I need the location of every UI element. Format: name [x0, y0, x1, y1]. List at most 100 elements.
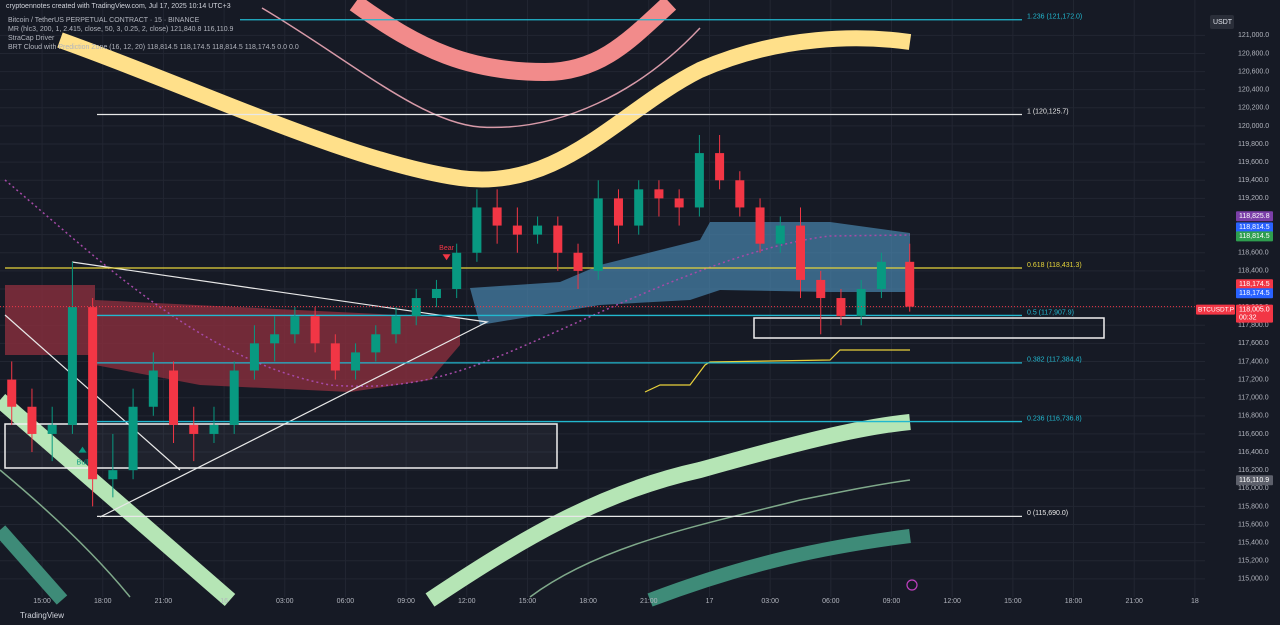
candle-body — [249, 343, 259, 371]
alert-icon — [906, 579, 918, 591]
candle-body — [654, 189, 664, 199]
price-badge-label: 118,005.0 — [1239, 306, 1270, 313]
candle-body — [371, 334, 381, 353]
candle-body — [452, 252, 462, 289]
candle-body — [816, 279, 826, 299]
price-badge-label: 118,825.8 — [1239, 213, 1270, 220]
legend-line: StraCap Driver — [8, 35, 55, 42]
candle-body — [553, 225, 563, 253]
price-badge — [1236, 279, 1273, 290]
y-tick-label: 117,200.0 — [1238, 376, 1269, 383]
y-tick-label: 116,200.0 — [1238, 467, 1269, 474]
x-tick-label: 21:00 — [1125, 598, 1143, 605]
fib-label: 0.236 (116,736.8) — [1027, 415, 1082, 422]
candle-body — [856, 288, 866, 317]
fib-label: 0.5 (117,907.9) — [1027, 309, 1074, 316]
candle-body — [411, 298, 421, 317]
upper-band-yellow — [57, 30, 912, 188]
x-tick-label: 03:00 — [761, 598, 779, 605]
axes: 115,000.0 115,200.0 115,400.0 115,600.0 115,… — [33, 32, 1273, 605]
legend-line: MR (hlc3, 200, 1, 2.415, close, 50, 3, 0… — [8, 26, 234, 33]
legend-line: Bitcoin / TetherUS PERPETUAL CONTRACT · … — [8, 17, 200, 24]
upper-band-pink — [349, 0, 677, 82]
header: cryptoennotes created with TradingView.c… — [6, 3, 231, 10]
y-tick-label: 120,400.0 — [1238, 87, 1269, 94]
candle-body — [573, 252, 583, 271]
y-tick-label: 119,600.0 — [1238, 159, 1269, 166]
y-tick-label: 115,400.0 — [1238, 539, 1269, 546]
footer: TradingView — [20, 611, 64, 620]
candle-body — [209, 424, 219, 434]
candle-body — [108, 470, 118, 480]
x-tick-label: 12:00 — [458, 598, 476, 605]
y-tick-label: 117,800.0 — [1238, 322, 1269, 329]
price-badge — [1236, 288, 1273, 299]
price-badge-label: 118,174.5 — [1239, 290, 1270, 297]
candle-body — [694, 153, 704, 208]
candle-body — [351, 352, 361, 371]
price-badge-label: 118,174.5 — [1239, 281, 1270, 288]
y-tick-label: 119,800.0 — [1238, 141, 1269, 148]
candle-body — [128, 406, 138, 471]
price-badge — [1236, 304, 1273, 323]
price-axis — [1205, 0, 1280, 597]
x-tick-label: 18:00 — [579, 598, 597, 605]
candle-body — [88, 307, 98, 480]
candle-body — [27, 406, 37, 434]
y-tick-label: 121,000.0 — [1238, 32, 1269, 39]
signal-marker — [442, 254, 451, 261]
candle-body — [593, 198, 603, 271]
candle-body — [310, 316, 320, 344]
y-tick-label: 118,400.0 — [1238, 268, 1269, 275]
candle-body — [169, 370, 179, 425]
x-tick-label: 15:00 — [519, 598, 537, 605]
countdown: 00:32 — [1239, 314, 1257, 321]
y-tick-label: 115,800.0 — [1238, 503, 1269, 510]
candle-body — [189, 424, 199, 434]
candle-body — [7, 379, 17, 407]
candle-body — [634, 189, 644, 226]
x-tick-label: 18:00 — [94, 598, 112, 605]
x-tick-label: 18:00 — [1065, 598, 1083, 605]
y-tick-label: 115,600.0 — [1238, 521, 1269, 528]
candle-body — [755, 207, 765, 244]
x-tick-label: 21:00 — [640, 598, 658, 605]
y-tick-label: 115,200.0 — [1238, 558, 1269, 565]
currency: USDT — [1213, 19, 1233, 26]
lower-line — [0, 469, 911, 598]
price-badge — [1236, 231, 1273, 242]
x-tick-label: 03:00 — [276, 598, 294, 605]
candle-body — [391, 316, 401, 335]
y-tick-label: 116,600.0 — [1238, 431, 1269, 438]
x-tick-label: 09:00 — [397, 598, 415, 605]
candle-body — [533, 225, 543, 235]
y-tick-label: 117,600.0 — [1238, 340, 1269, 347]
price-badge — [1236, 222, 1273, 233]
currency-badge — [1210, 15, 1234, 29]
y-tick-label: 120,600.0 — [1238, 68, 1269, 75]
candle-body — [876, 261, 886, 289]
candle-body — [229, 370, 239, 425]
candle-body — [796, 225, 806, 280]
candle-body — [775, 225, 785, 244]
signal-marker — [78, 446, 87, 453]
y-tick-label: 116,800.0 — [1238, 413, 1269, 420]
y-tick-label: 116,400.0 — [1238, 449, 1269, 456]
candle-body — [270, 334, 280, 344]
price-badge-label: 118,814.5 — [1239, 233, 1270, 240]
red-cloud — [5, 285, 460, 392]
lower-band-dark — [0, 525, 911, 607]
x-tick-label: 21:00 — [155, 598, 173, 605]
signal-label: Bull — [77, 459, 89, 466]
candle-body — [47, 424, 57, 434]
candle-body — [472, 207, 482, 253]
dotted-line — [4, 179, 911, 388]
x-tick-label: 09:00 — [883, 598, 901, 605]
price-badge-label: 116,110.9 — [1239, 477, 1269, 484]
fib-label: 0.382 (117,384.4) — [1027, 357, 1082, 364]
y-tick-label: 116,000.0 — [1238, 485, 1269, 492]
marks: 1.236 (121,172.0) 1 (120,125.7) 0.618 (118… — [0, 14, 1205, 517]
y-tick-label: 120,200.0 — [1238, 105, 1269, 112]
